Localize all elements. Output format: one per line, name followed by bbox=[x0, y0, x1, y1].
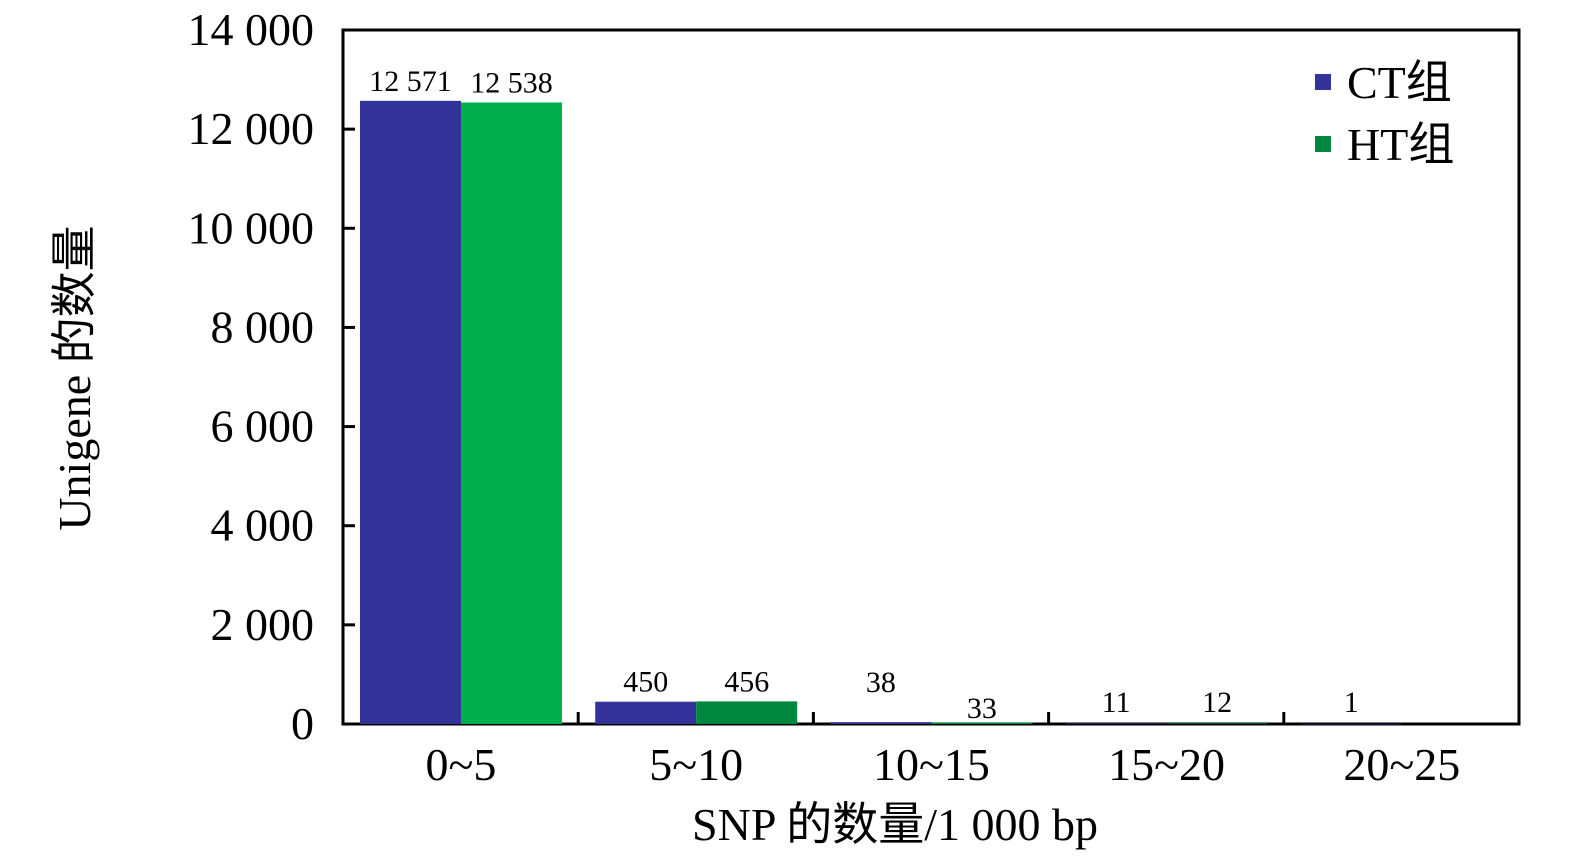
bar-ct-3 bbox=[1065, 723, 1167, 724]
y-axis: 0 2 000 4 000 6 000 8 000 10 000 12 000 14 000 bbox=[188, 4, 355, 749]
x-axis: 0~5 5~10 10~15 15~20 20~25 bbox=[426, 712, 1460, 790]
x-tick-label: 10~15 bbox=[873, 739, 990, 790]
legend-label: HT组 bbox=[1347, 119, 1454, 170]
data-label: 12 571 bbox=[369, 65, 452, 98]
data-label: 1 bbox=[1344, 686, 1359, 719]
bar-ct-2 bbox=[830, 722, 932, 724]
bars bbox=[360, 100, 1402, 725]
bar-ct-0 bbox=[360, 100, 461, 724]
legend-label: CT组 bbox=[1347, 57, 1452, 108]
bar-ht-0 bbox=[461, 102, 562, 724]
legend-swatch bbox=[1315, 74, 1331, 90]
y-tick-label: 14 000 bbox=[188, 4, 315, 55]
bar-ht-2 bbox=[931, 722, 1033, 724]
legend-swatch bbox=[1315, 136, 1331, 152]
y-tick-label: 2 000 bbox=[211, 599, 315, 650]
data-label: 456 bbox=[724, 665, 769, 698]
bar-ht-3 bbox=[1166, 723, 1268, 724]
x-tick-label: 20~25 bbox=[1343, 739, 1460, 790]
bar-ct-1 bbox=[595, 701, 697, 724]
y-tick-label: 6 000 bbox=[211, 401, 315, 452]
data-label: 12 bbox=[1202, 686, 1232, 719]
data-label: 38 bbox=[866, 666, 896, 699]
y-tick-label: 4 000 bbox=[211, 500, 315, 551]
bar-ht-1 bbox=[696, 701, 798, 724]
y-tick-label: 10 000 bbox=[188, 202, 315, 253]
bar-ct-4 bbox=[1300, 723, 1402, 725]
y-tick-label: 8 000 bbox=[211, 301, 315, 352]
y-axis-title: Unigene 的数量 bbox=[49, 225, 100, 530]
y-tick-label: 12 000 bbox=[188, 103, 315, 154]
data-label: 12 538 bbox=[470, 66, 553, 99]
x-tick-label: 0~5 bbox=[426, 739, 497, 790]
x-tick-label: 15~20 bbox=[1108, 739, 1225, 790]
x-axis-title: SNP 的数量/1 000 bp bbox=[692, 799, 1098, 850]
data-label: 33 bbox=[967, 692, 997, 725]
data-label: 450 bbox=[623, 666, 668, 699]
data-label: 11 bbox=[1102, 686, 1131, 719]
y-tick-label: 0 bbox=[291, 698, 314, 749]
legend: CT组 HT组 bbox=[1315, 57, 1454, 170]
x-tick-label: 5~10 bbox=[649, 739, 743, 790]
